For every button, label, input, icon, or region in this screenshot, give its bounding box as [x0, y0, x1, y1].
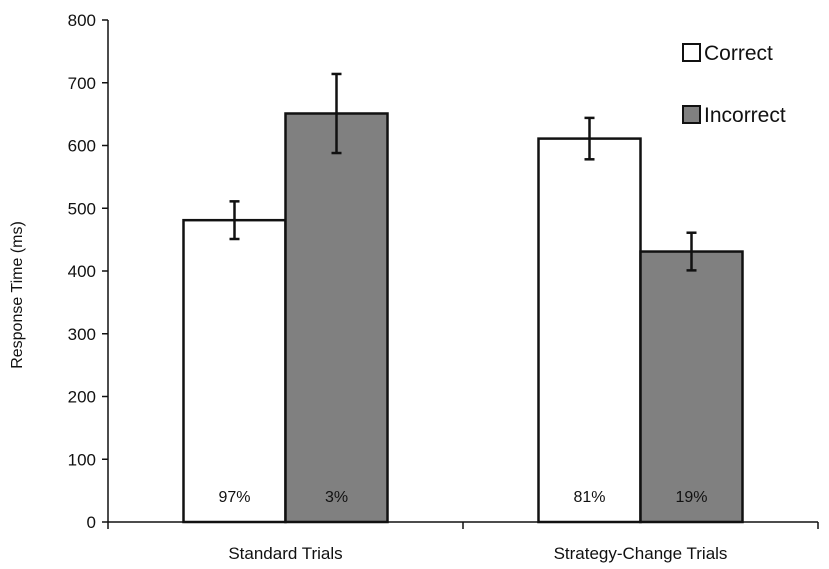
error-bar: [229, 200, 240, 241]
y-tick-label: 300: [68, 325, 96, 344]
error-bar: [686, 231, 697, 272]
bar-correct-1: [182, 218, 287, 524]
legend-swatch: [682, 43, 701, 62]
bar-incorrect-2: [639, 250, 744, 524]
y-axis-label: Response Time (ms): [9, 221, 26, 369]
percent-label: 3%: [325, 489, 348, 506]
y-tick-label: 0: [87, 513, 96, 532]
percent-label: 97%: [218, 489, 250, 506]
legend-item-incorrect: Incorrect: [682, 104, 786, 127]
y-tick-label: 700: [68, 74, 96, 93]
y-tick-label: 100: [68, 450, 96, 469]
legend-swatch: [682, 105, 701, 124]
y-tick-label: 800: [68, 11, 96, 30]
bar-incorrect-1: [284, 112, 389, 524]
legend-item-correct: Correct: [682, 42, 773, 65]
percent-label: 19%: [675, 489, 707, 506]
bars: 97% 3% 81% 19%: [182, 72, 744, 524]
legend: Correct Incorrect: [682, 42, 786, 127]
legend-label: Correct: [704, 42, 773, 65]
y-tick-label: 200: [68, 388, 96, 407]
percent-label: 81%: [573, 489, 605, 506]
x-axis: Standard Trials Strategy-Change Trials: [107, 521, 819, 563]
legend-label: Incorrect: [704, 104, 786, 127]
error-bar: [584, 116, 595, 161]
y-axis: 0 100 200 300 400 500 600 700 800: [68, 11, 109, 532]
y-tick-label: 600: [68, 137, 96, 156]
y-tick-label: 400: [68, 262, 96, 281]
x-tick-label: Standard Trials: [228, 544, 342, 563]
y-tick-label: 500: [68, 199, 96, 218]
error-bar: [331, 72, 342, 155]
x-tick-label: Strategy-Change Trials: [554, 544, 728, 563]
bar-correct-2: [537, 137, 642, 524]
